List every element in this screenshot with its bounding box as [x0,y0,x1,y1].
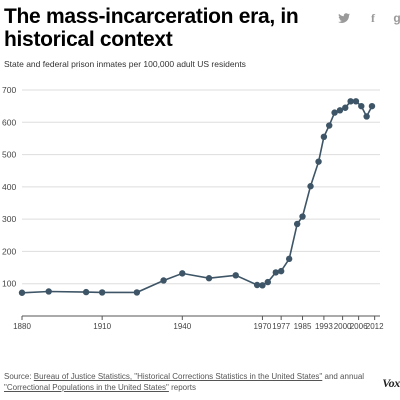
y-tick-label: 400 [2,182,16,192]
y-tick-label: 600 [2,117,16,127]
data-point[interactable] [272,269,280,276]
source-note: Source: Bureau of Justice Statistics, "H… [4,371,374,393]
y-axis-ticks: 100 200 300 400 500 600 700 [2,85,16,289]
data-point[interactable] [45,288,52,295]
data-point[interactable] [259,282,266,289]
data-point[interactable] [347,98,354,105]
vox-logo[interactable]: Vox [382,376,400,390]
data-point[interactable] [293,220,301,228]
data-point[interactable] [307,183,314,190]
y-tick-label: 300 [2,214,16,224]
x-tick-label: 1880 [13,322,31,331]
data-point[interactable] [160,277,167,284]
x-tick-label: 1970 [254,322,272,331]
data-point[interactable] [98,289,106,296]
data-point[interactable] [133,289,141,296]
source-suffix: reports [168,383,197,392]
y-tick-label: 100 [2,279,16,289]
x-tick-label: 2000 [334,322,352,331]
data-point[interactable] [326,122,333,129]
data-point[interactable] [232,272,239,279]
data-point[interactable] [342,104,349,111]
data-point[interactable] [299,213,306,220]
data-point[interactable] [352,98,360,105]
data-point[interactable] [82,288,90,296]
source-link-populations[interactable]: "Correctional Populations in the United … [4,383,169,392]
gridlines [22,89,380,285]
data-point[interactable] [331,109,338,116]
chart-subtitle: State and federal prison inmates per 100… [4,59,246,69]
data-point[interactable] [363,113,370,120]
data-point[interactable] [368,102,376,110]
series-inmates [18,98,376,296]
x-tick-label: 1985 [294,322,312,331]
data-point[interactable] [358,102,365,110]
source-prefix: Source: [4,372,34,381]
data-point[interactable] [264,278,271,286]
data-point[interactable] [253,281,261,289]
data-point[interactable] [315,158,322,165]
data-point[interactable] [18,289,26,296]
data-point[interactable] [277,267,285,275]
chart-title: The mass-incarceration era, in historica… [4,5,299,51]
x-tick-label: 1993 [315,322,333,331]
y-tick-label: 500 [2,150,16,160]
data-point[interactable] [205,275,213,282]
x-tick-label: 1910 [93,322,111,331]
data-point[interactable] [320,133,328,141]
google-plus-icon[interactable]: g [393,11,400,25]
source-link-historical[interactable]: Bureau of Justice Statistics, "Historica… [33,372,323,381]
data-point[interactable] [179,270,186,277]
series-line [21,100,373,294]
y-tick-label: 200 [2,246,16,256]
twitter-icon[interactable] [337,11,351,25]
x-tick-label: 2012 [366,322,384,331]
data-point[interactable] [285,255,293,263]
x-tick-label: 1940 [173,322,191,331]
x-tick-label: 2006 [350,322,368,331]
source-middle: and annual [322,372,365,381]
x-tick-label: 1977 [272,322,290,331]
data-point[interactable] [336,107,344,114]
facebook-icon[interactable]: f [371,11,375,25]
y-tick-label: 700 [2,85,16,95]
